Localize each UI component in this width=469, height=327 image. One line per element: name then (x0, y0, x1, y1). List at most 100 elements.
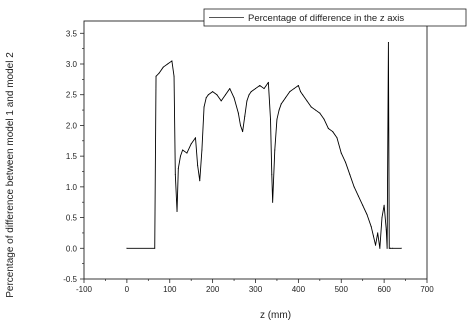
x-tick-label: 0 (125, 285, 130, 294)
data-point (237, 112, 239, 114)
data-point (323, 118, 325, 120)
data-point (244, 115, 246, 117)
data-point (332, 131, 334, 133)
data-point (272, 201, 274, 203)
data-point (379, 247, 381, 249)
data-point (162, 66, 164, 68)
x-tick-label: 100 (163, 285, 177, 294)
x-tick-label: 500 (335, 285, 349, 294)
data-point (278, 109, 280, 111)
data-point (310, 106, 312, 108)
y-tick-label: 0.0 (66, 244, 78, 253)
data-point (285, 97, 287, 99)
data-point (233, 97, 235, 99)
data-point (276, 118, 278, 120)
data-point (387, 42, 389, 43)
data-point (207, 94, 209, 96)
data-point (293, 88, 295, 90)
data-point (270, 118, 272, 120)
y-tick-label: 2.0 (66, 121, 78, 130)
x-tick-label: 300 (249, 285, 263, 294)
y-tick-label: 0.5 (66, 214, 78, 223)
legend-box (203, 8, 467, 27)
plot-frame (83, 20, 428, 280)
x-tick-label: 200 (206, 285, 220, 294)
data-point (203, 106, 205, 108)
data-point (362, 204, 364, 206)
data-point (302, 94, 304, 96)
data-point (400, 247, 402, 249)
data-point (186, 152, 188, 154)
data-point (345, 161, 347, 163)
data-point (158, 72, 160, 74)
data-point (282, 100, 284, 102)
data-point (194, 137, 196, 139)
data-point (388, 247, 390, 249)
data-point (248, 94, 250, 96)
data-point (392, 247, 394, 249)
data-point (171, 60, 173, 62)
data-point (372, 235, 374, 237)
x-tick-label: 700 (420, 285, 434, 294)
data-point (174, 174, 176, 176)
data-point (319, 112, 321, 114)
data-point (176, 210, 178, 212)
y-tick-label: 2.5 (66, 91, 78, 100)
data-point (370, 226, 372, 228)
data-point (155, 75, 157, 77)
y-tick-label: 3.5 (66, 29, 78, 38)
data-point (385, 229, 387, 231)
x-tick-label: -100 (76, 285, 93, 294)
data-point (271, 174, 273, 176)
data-point (263, 88, 265, 90)
data-point (229, 88, 231, 90)
data-point (306, 100, 308, 102)
data-point (336, 137, 338, 139)
y-axis-label: Percentage of difference between model 1… (5, 52, 16, 298)
data-point (357, 195, 359, 197)
data-point (212, 91, 214, 93)
data-point (242, 131, 244, 133)
data-point (179, 155, 181, 157)
x-axis-label: z (mm) (260, 310, 291, 321)
legend-entry: Percentage of difference in the z axis (248, 13, 404, 24)
data-point (177, 167, 179, 169)
data-point (205, 97, 207, 99)
data-point (297, 85, 299, 86)
x-tick-label: 600 (377, 285, 391, 294)
data-point (190, 143, 192, 145)
axes (83, 20, 428, 280)
data-point (300, 91, 302, 93)
x-tick-label: 400 (292, 285, 306, 294)
series-line (126, 42, 402, 249)
data-point (383, 204, 385, 206)
data-point (239, 124, 241, 126)
data-point (201, 149, 203, 151)
data-point (250, 91, 252, 93)
data-point (353, 186, 355, 188)
y-tick-label: 1.0 (66, 183, 78, 192)
ticks: -100 0 100 200 300 400 500 600 700 -0.5 0.0 0.5 1.0 1… (63, 29, 434, 294)
data-point (224, 94, 226, 96)
data-point (199, 180, 201, 182)
data-point (377, 232, 379, 234)
data-point (167, 63, 169, 65)
data-point (259, 85, 261, 86)
data-point (386, 247, 388, 249)
data-point (381, 217, 383, 219)
data-point (340, 152, 342, 154)
data-point (366, 214, 368, 215)
data-point (246, 100, 248, 102)
data-point (173, 75, 175, 77)
data-point (267, 81, 269, 83)
data-point (375, 244, 377, 246)
data-point (255, 88, 256, 90)
data-point (220, 100, 222, 102)
legend: Percentage of difference in the z axis (203, 8, 467, 27)
data-point (289, 91, 291, 93)
data-point (126, 247, 128, 249)
data-point (327, 128, 329, 129)
data-point (315, 109, 317, 111)
plot-area (126, 42, 402, 249)
